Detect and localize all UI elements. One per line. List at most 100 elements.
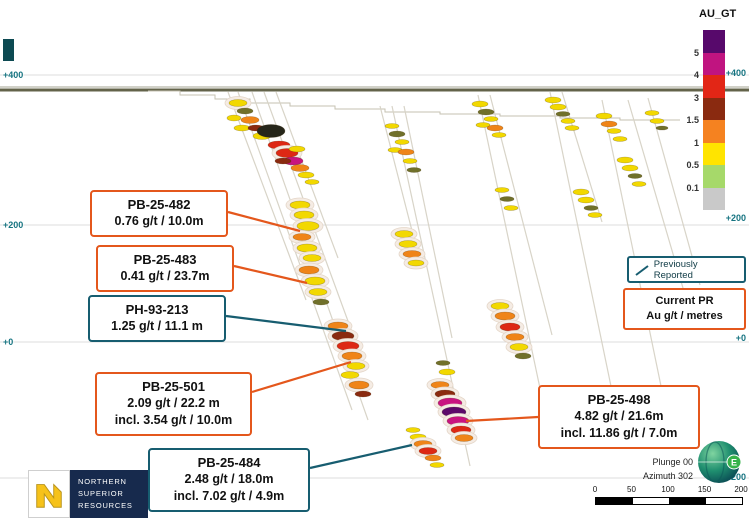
assay-interval-disc: [292, 233, 312, 241]
drillhole-id: PB-25-484: [197, 455, 261, 470]
company-logo: NORTHERN SUPERIOR RESOURCES: [28, 470, 148, 518]
legend-value: 5: [693, 47, 699, 58]
leader-line-ph-93-213: [225, 314, 347, 333]
assay-interval-disc: [616, 156, 634, 164]
assay-value: 1.25 g/t / 11.1 m: [111, 319, 203, 334]
assay-interval-disc: [296, 221, 320, 231]
assay-interval-disc: [384, 123, 400, 129]
assay-interval-disc: [297, 171, 315, 179]
assay-interval-disc: [631, 181, 647, 187]
assay-interval-disc: [477, 108, 495, 116]
assay-value: incl. 7.02 g/t / 4.9m: [173, 488, 285, 503]
scale-bar: [595, 497, 743, 505]
assay-interval-disc: [302, 254, 322, 262]
legend-value: 0.5: [686, 160, 699, 170]
assay-interval-disc: [494, 311, 516, 321]
assay-interval-disc: [256, 124, 286, 138]
compass-east-label: E: [731, 458, 737, 468]
assay-interval-disc: [354, 390, 372, 398]
assay-interval-disc: [296, 243, 318, 253]
current-pr-legend: Current PR Au g/t / metres: [623, 288, 746, 330]
elevation-tick: [3, 39, 14, 61]
previously-reported-line-icon: [635, 264, 649, 276]
legend-color-segment: [703, 187, 725, 210]
assay-interval-disc: [429, 462, 445, 468]
logo-text: NORTHERN SUPERIOR RESOURCES: [70, 470, 148, 518]
drillhole-trace: [403, 105, 453, 339]
assay-interval-disc: [644, 110, 660, 116]
scalebar-labels: 0 50 100 150 200: [593, 485, 748, 495]
assay-interval-disc: [233, 124, 251, 132]
leader-line-pb-25-483: [233, 264, 308, 285]
legend-value: 3: [693, 92, 699, 103]
assay-interval-disc: [509, 343, 529, 351]
assay-interval-disc: [388, 130, 406, 138]
assay-interval-disc: [298, 265, 320, 275]
legend-color-segment: [703, 97, 725, 120]
topography-line: [148, 90, 680, 121]
scale-tick-label: 150: [697, 485, 712, 494]
assay-interval-disc: [544, 96, 562, 104]
drillhole-id: PH-93-213: [125, 302, 189, 317]
assay-interval-disc: [407, 259, 425, 267]
assay-interval-disc: [655, 125, 669, 131]
legend-color-segment: [703, 142, 725, 165]
current-pr-units: Au g/t / metres: [646, 310, 723, 322]
assay-interval-disc: [587, 212, 603, 218]
logo-mark-icon: [28, 470, 70, 518]
assay-interval-disc: [494, 187, 510, 193]
logo-line: RESOURCES: [78, 501, 133, 510]
assay-interval-disc: [406, 167, 422, 173]
legend-value: 1.5: [686, 115, 699, 125]
legend-color-segment: [703, 30, 725, 53]
assay-interval-disc: [308, 288, 328, 296]
logo-line: NORTHERN: [78, 477, 127, 486]
assay-interval-disc: [438, 368, 456, 376]
elevation-label-right: -200: [727, 472, 746, 482]
assay-value: 4.82 g/t / 21.6m: [574, 409, 664, 424]
assay-value: 0.41 g/t / 23.7m: [120, 269, 210, 284]
assay-interval-disc: [505, 333, 525, 341]
assay-interval-disc: [514, 352, 532, 360]
assay-interval-disc: [424, 454, 442, 462]
leader-line-pb-25-482: [227, 210, 301, 233]
assay-interval-disc: [418, 447, 438, 455]
assay-interval-disc: [583, 205, 599, 211]
assay-interval-disc: [293, 210, 315, 220]
assay-interval-disc: [606, 128, 622, 134]
legend-value: 4: [693, 70, 699, 80]
elevation-label-right: +400: [725, 68, 746, 78]
callout-pb-25-482: PB-25-482 0.76 g/t / 10.0m: [90, 190, 228, 237]
assay-interval-disc: [490, 302, 510, 310]
assay-interval-disc: [503, 205, 519, 211]
compass-globe-icon: E: [697, 439, 743, 490]
elevation-label-right: +0: [735, 333, 746, 343]
scale-tick-label: 50: [627, 485, 636, 494]
drillhole-trace: [477, 94, 546, 413]
scale-segment: [596, 498, 633, 504]
assay-interval-disc: [595, 112, 613, 120]
legend-color-segment: [703, 165, 725, 188]
drillhole-id: PB-25-501: [142, 379, 205, 394]
assay-interval-disc: [499, 196, 515, 202]
plunge-label: Plunge 00: [652, 457, 693, 467]
assay-interval-disc: [549, 103, 567, 111]
current-pr-label: Current PR: [655, 295, 714, 308]
assay-interval-disc: [649, 118, 665, 124]
legend-color-segment: [703, 52, 725, 75]
elevation-label-left: +400: [3, 70, 24, 80]
callout-pb-25-498: PB-25-498 4.82 g/t / 21.6m incl. 11.86 g/t…: [538, 385, 700, 449]
assay-interval-disc: [398, 240, 418, 248]
assay-interval-disc: [394, 139, 410, 145]
legend-title: AU_GT: [699, 8, 737, 20]
scale-tick-label: 200: [734, 485, 748, 494]
previously-reported-label: Previously Reported: [653, 258, 698, 281]
leader-line-pb-25-484: [309, 443, 413, 470]
assay-interval-disc: [304, 179, 320, 185]
assay-interval-disc: [486, 124, 504, 132]
assay-interval-disc: [454, 434, 474, 442]
assay-value: 2.48 g/t / 18.0m: [184, 472, 274, 487]
assay-interval-disc: [348, 380, 370, 390]
callout-pb-25-484: PB-25-484 2.48 g/t / 18.0m incl. 7.02 g/t …: [148, 448, 310, 512]
